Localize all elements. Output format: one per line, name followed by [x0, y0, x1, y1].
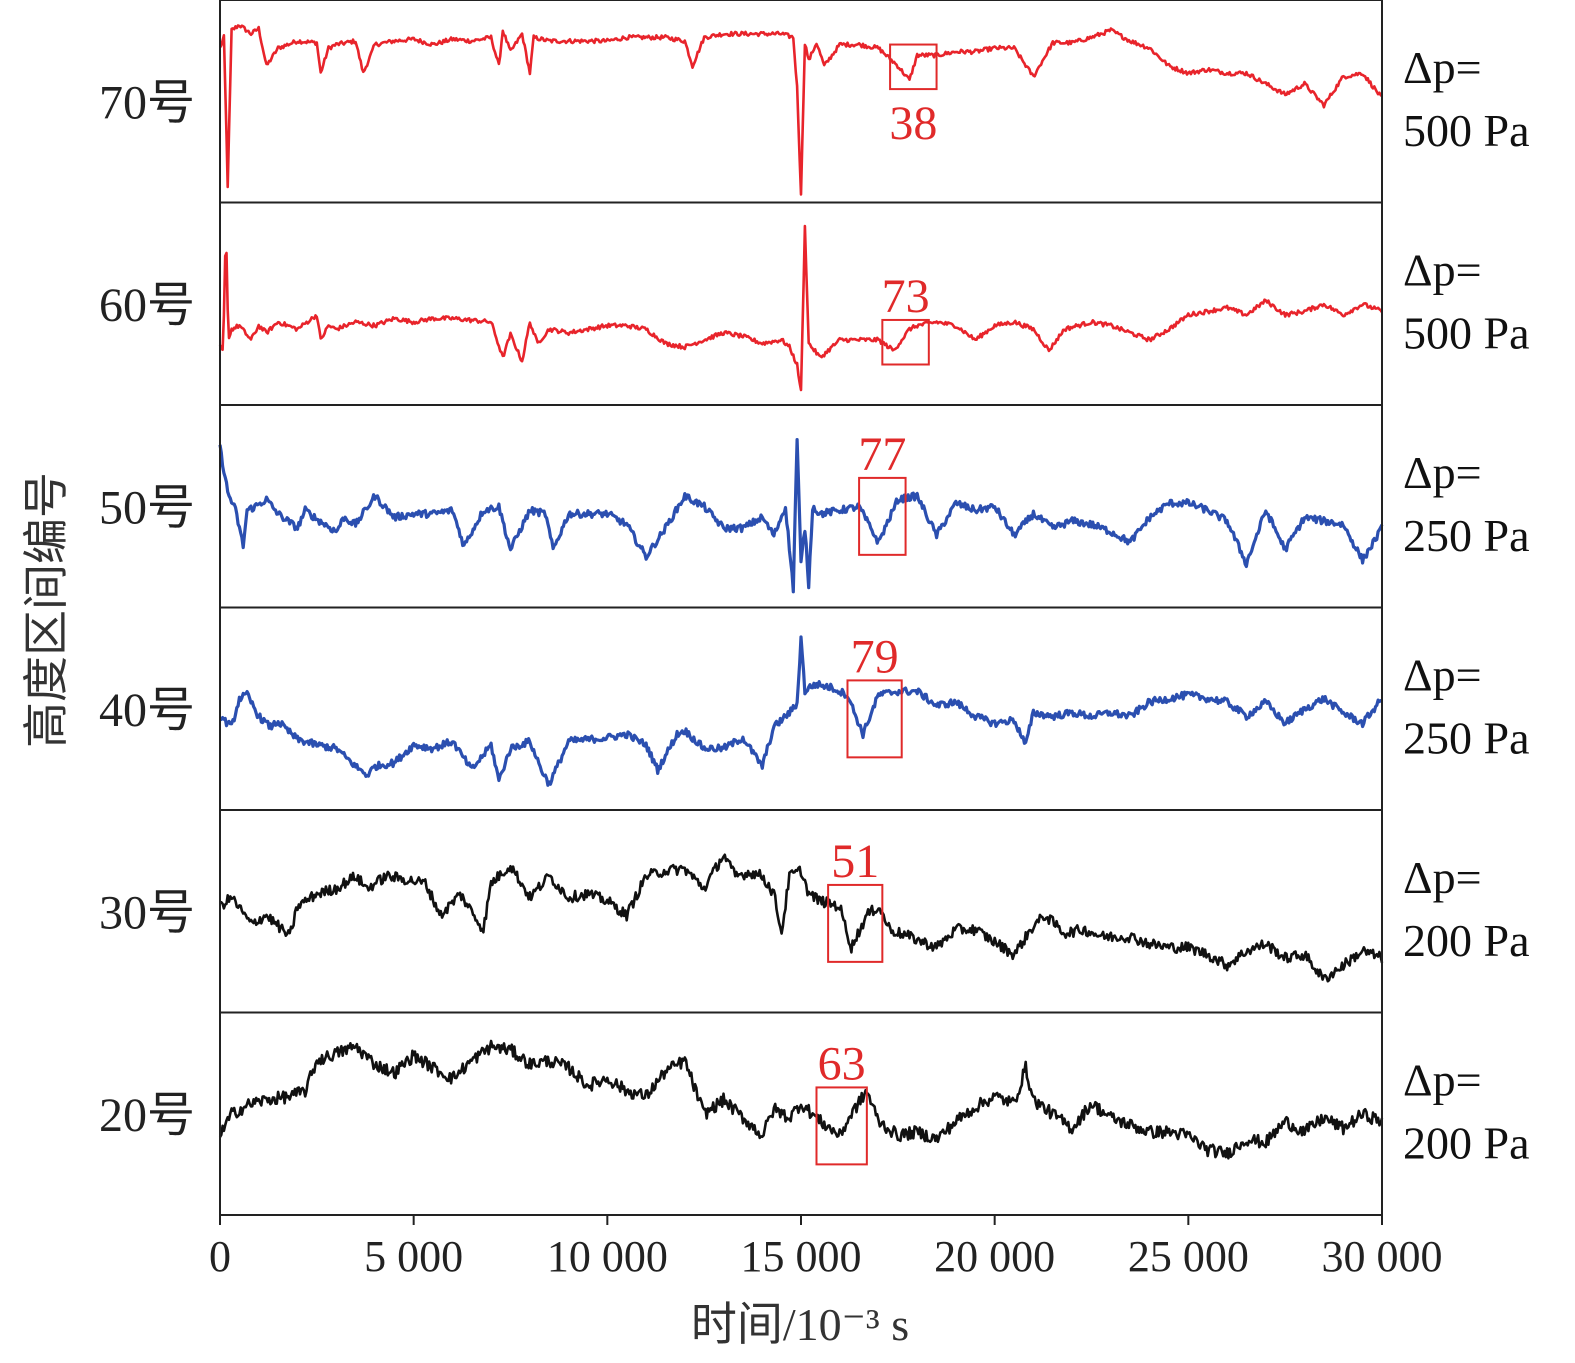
row-label-6: 20号 — [99, 1089, 195, 1142]
x-axis-title: 时间/10⁻³ s — [691, 1299, 909, 1350]
row-label-2: 60号 — [99, 279, 195, 332]
row-label-1: 70号 — [99, 76, 195, 129]
panel-1: 38 70号 Δp= 500 Pa — [99, 0, 1530, 204]
y-axis-title: 高度区间编号 — [21, 472, 72, 748]
pressure-label-line2-5: 200 Pa — [1403, 915, 1530, 966]
pressure-label-line2-2: 500 Pa — [1403, 307, 1530, 358]
series-line-4 — [219, 635, 1383, 787]
pressure-label-line1-5: Δp= — [1403, 852, 1482, 903]
series-line-2 — [218, 224, 1384, 392]
row-label-3: 50号 — [99, 481, 195, 534]
series-line-1 — [218, 24, 1383, 196]
panel-4: 79 40号 Δp= 250 Pa — [99, 606, 1530, 811]
series-line-6 — [218, 1039, 1384, 1160]
pressure-label-line1-1: Δp= — [1403, 42, 1482, 93]
pressure-label-line2-3: 250 Pa — [1403, 510, 1530, 561]
annotation-6: 63 — [818, 1037, 866, 1090]
panel-frame-6 — [219, 1011, 1383, 1216]
annotation-3: 77 — [858, 428, 906, 481]
panels-layer: 38 70号 Δp= 500 Pa 73 60号 Δp= 500 Pa 77 50号 Δp= 250 … — [99, 0, 1530, 1216]
pressure-label-line1-2: Δp= — [1403, 245, 1482, 296]
pressure-label-line1-3: Δp= — [1403, 447, 1482, 498]
x-tick-label-4: 20 000 — [934, 1232, 1055, 1281]
row-label-5: 30号 — [99, 886, 195, 939]
annotation-5: 51 — [831, 835, 879, 888]
x-tick-label-0: 0 — [209, 1232, 231, 1281]
x-tick-label-5: 25 000 — [1128, 1232, 1249, 1281]
pressure-label-line2-1: 500 Pa — [1403, 105, 1530, 156]
x-axis: 0 5 000 10 000 15 000 20 000 25 000 30 000 — [209, 1215, 1443, 1281]
panel-frame-3 — [219, 404, 1383, 609]
pressure-label-line1-4: Δp= — [1403, 650, 1482, 701]
series-line-5 — [219, 853, 1384, 983]
highlight-box-4 — [846, 679, 903, 759]
x-tick-label-2: 10 000 — [547, 1232, 668, 1281]
panel-frame-5 — [219, 809, 1383, 1014]
highlight-box-1 — [889, 43, 938, 91]
pressure-label-line2-4: 250 Pa — [1403, 712, 1530, 763]
row-label-4: 40号 — [99, 684, 195, 737]
annotation-1: 38 — [889, 97, 937, 150]
pressure-label-line1-6: Δp= — [1403, 1055, 1482, 1106]
highlight-box-5 — [827, 883, 884, 963]
series-line-3 — [218, 438, 1384, 594]
x-tick-label-3: 15 000 — [741, 1232, 862, 1281]
highlight-box-2 — [881, 318, 930, 366]
panel-6: 63 20号 Δp= 200 Pa — [99, 1011, 1530, 1216]
highlight-box-3 — [858, 476, 907, 556]
highlight-box-6 — [815, 1086, 868, 1166]
annotation-4: 79 — [851, 630, 899, 683]
panel-5: 51 30号 Δp= 200 Pa — [99, 809, 1530, 1014]
pressure-label-line2-6: 200 Pa — [1403, 1117, 1530, 1168]
annotation-2: 73 — [882, 270, 930, 323]
panel-2: 73 60号 Δp= 500 Pa — [99, 201, 1530, 406]
panel-3: 77 50号 Δp= 250 Pa — [99, 404, 1530, 609]
x-tick-label-6: 30 000 — [1322, 1232, 1443, 1281]
x-tick-label-1: 5 000 — [364, 1232, 463, 1281]
